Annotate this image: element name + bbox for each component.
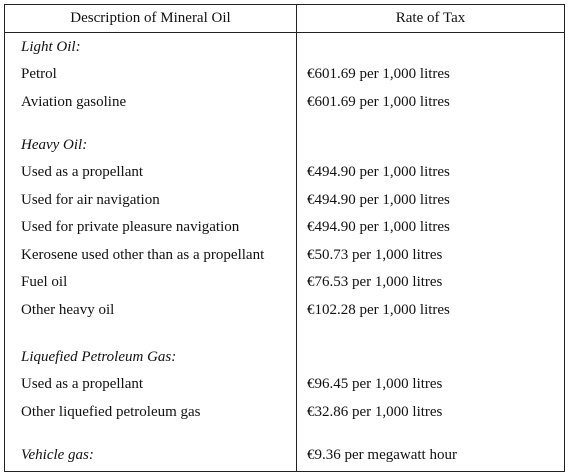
table-row: Fuel oil €76.53 per 1,000 litres (5, 272, 564, 292)
section-heading: Vehicle gas: (21, 447, 94, 463)
row-description: Used for air navigation (21, 192, 160, 208)
description-column-header: Description of Mineral Oil (70, 10, 231, 26)
table-row: Other heavy oil €102.28 per 1,000 litres (5, 300, 564, 320)
row-rate: €494.90 per 1,000 litres (307, 192, 450, 208)
section-heading: Heavy Oil: (21, 137, 88, 153)
section-heading: Light Oil: (21, 39, 81, 55)
row-rate: €50.73 per 1,000 litres (307, 247, 443, 263)
row-rate: €9.36 per megawatt hour (307, 447, 457, 463)
table-row: Used for air navigation €494.90 per 1,00… (5, 190, 564, 210)
row-rate: €76.53 per 1,000 litres (307, 274, 443, 290)
section-heading: Liquefied Petroleum Gas: (21, 349, 177, 365)
table-row: Kerosene used other than as a propellant… (5, 245, 564, 265)
table-row: Aviation gasoline €601.69 per 1,000 litr… (5, 92, 564, 112)
row-rate: €32.86 per 1,000 litres (307, 404, 443, 420)
row-description: Other liquefied petroleum gas (21, 404, 201, 420)
rate-column-header: Rate of Tax (395, 10, 466, 26)
row-description: Used as a propellant (21, 376, 144, 392)
table-row: Other liquefied petroleum gas €32.86 per… (5, 402, 564, 422)
row-description: Used as a propellant (21, 164, 144, 180)
row-rate: €601.69 per 1,000 litres (307, 66, 450, 82)
mineral-oil-tax-table: Description of Mineral Oil Rate of Tax L… (4, 4, 565, 472)
row-description: Used for private pleasure navigation (21, 219, 240, 235)
row-rate: €102.28 per 1,000 litres (307, 302, 450, 318)
row-rate: €601.69 per 1,000 litres (307, 94, 450, 110)
table-row: Used as a propellant €96.45 per 1,000 li… (5, 374, 564, 394)
row-description: Petrol (21, 66, 57, 82)
row-description: Other heavy oil (21, 302, 115, 318)
section-heading-row: Heavy Oil: (5, 135, 564, 155)
row-description: Kerosene used other than as a propellant (21, 247, 265, 263)
row-rate: €96.45 per 1,000 litres (307, 376, 443, 392)
table-row: Used for private pleasure navigation €49… (5, 217, 564, 237)
section-heading-row: Liquefied Petroleum Gas: (5, 347, 564, 367)
table-row: Used as a propellant €494.90 per 1,000 l… (5, 162, 564, 182)
row-rate: €494.90 per 1,000 litres (307, 219, 450, 235)
header-divider (5, 32, 564, 33)
section-heading-row: Light Oil: (5, 37, 564, 57)
column-divider (296, 5, 297, 471)
row-rate: €494.90 per 1,000 litres (307, 164, 450, 180)
row-description: Aviation gasoline (21, 94, 127, 110)
section-heading-row: Vehicle gas: €9.36 per megawatt hour (5, 445, 564, 465)
table-row: Petrol €601.69 per 1,000 litres (5, 64, 564, 84)
row-description: Fuel oil (21, 274, 68, 290)
